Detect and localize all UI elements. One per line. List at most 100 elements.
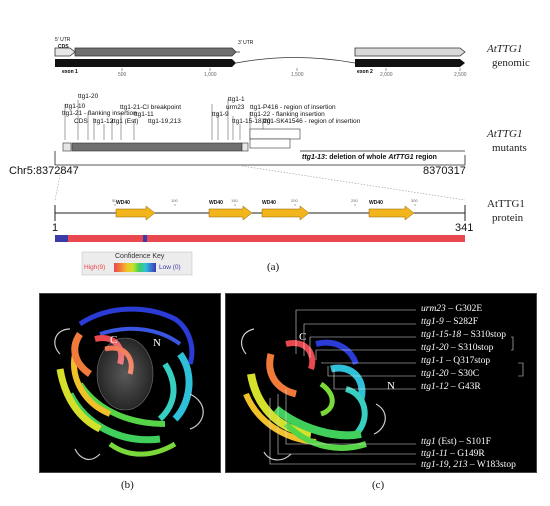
deletion-suffix: region [413, 154, 437, 161]
genomic-tick-1000: 1,000 [204, 72, 217, 78]
protein-tick-250: 250 [351, 198, 358, 203]
mutant-label-ttg1-est: ttg1 (Est) [112, 118, 139, 125]
mutation-effect-3: – S310stop [461, 330, 506, 340]
mutant-label-ttg1-11: ttg1-11 [134, 111, 154, 118]
mutation-effect-5: – Q317stop [443, 356, 491, 366]
caption-a: (a) [267, 261, 280, 273]
mutant-label-ttg1-10: ttg1-10 [65, 103, 86, 110]
mutation-effect-10: – W183stop [467, 460, 516, 470]
mutation-name-3: ttg1-15-18 [421, 330, 462, 340]
exon2-bar [355, 59, 465, 67]
mutant-label-urm23: urm23 [226, 104, 245, 111]
mutant-marker-lines [64, 99, 264, 140]
protein-tick-300: 300 [411, 198, 418, 203]
deletion-text: : deletion of whole [324, 154, 389, 161]
mutation-name-1: urm23 [421, 304, 446, 314]
mutants-gene-name: AtTTG1 [487, 128, 523, 140]
mutation-label-9: ttg1-11 – G149R [421, 449, 485, 459]
mutation-name-4: ttg1-20 [421, 343, 449, 353]
mutant-label-ttg1-9: ttg1-9 [212, 111, 229, 118]
deletion-label: ttg1-13: deletion of whole AtTTG1 region [302, 154, 437, 161]
wd40-domain-2 [208, 205, 253, 221]
mutation-name-5: ttg1-1 [421, 356, 444, 366]
mutation-label-4: ttg1-20 – S310stop [421, 343, 493, 353]
panel-b-protein-render [54, 306, 204, 461]
genomic-gene-sub: genomic [492, 57, 530, 69]
mutation-effect-4: – S310stop [448, 343, 494, 353]
mutation-effect-8: – S101F [456, 437, 491, 447]
mutation-effect-9: – G149R [447, 449, 485, 459]
mutation-effect-2: – S282F [443, 317, 479, 327]
wd40-domain-4 [368, 205, 415, 221]
mutation-name-10: ttg1-19, 213 [421, 460, 468, 470]
mutation-label-5: ttg1-1 – Q317stop [421, 356, 490, 366]
mutation-effect-6: – S30C [448, 369, 480, 379]
mutation-name-9: ttg1-11 [421, 449, 448, 459]
chr-end-label: 8370317 [423, 165, 466, 177]
mutant-label-ttg1-21-ci: ttg1-21-CI breakpoint [120, 104, 182, 111]
protein-gene-name: AtTTG1 [487, 198, 525, 210]
cds-block [74, 47, 237, 57]
mutation-name-7: ttg1-12 [421, 382, 449, 392]
wd40-label-4: WD40 [369, 200, 383, 206]
confidence-high-label: High(9) [84, 264, 106, 271]
protein-tick-100: 100 [171, 198, 178, 203]
caption-b: (b) [121, 479, 134, 491]
mutation-name-8: ttg1 [421, 437, 436, 447]
mutant-label-ttg1-p416: ttg1-P416 - region of insertion [250, 104, 336, 111]
protein-tick-150: 150 [231, 198, 238, 203]
mutation-label-2: ttg1-9 – S282F [421, 317, 478, 327]
mutant-label-ttg1-22: ttg1-22 - flanking insertion [250, 111, 325, 118]
mutant-label-ttg1-12: ttg1-12 [93, 118, 114, 125]
confidence-key-title: Confidence Key [115, 253, 165, 260]
wd40-label-3: WD40 [262, 200, 276, 206]
wd40-label-2: WD40 [209, 200, 223, 206]
wd40-label-1: WD40 [116, 200, 130, 206]
mutation-effect-1: – G302E [445, 304, 483, 314]
mutant-label-ttg1-sk41546: ttg1-SK41546 - region of insertion [263, 118, 361, 125]
panel-b-structure: C N [39, 293, 221, 473]
exon1-bar [55, 59, 236, 67]
panel-b-label-c: C [110, 334, 118, 346]
utr5-label: 5' UTR [55, 37, 71, 43]
panel-b-label-n: N [153, 337, 161, 349]
protein-tick-200: 200 [291, 198, 298, 203]
mutation-label-7: ttg1-12 – G43R [421, 382, 481, 392]
genomic-ticks [121, 68, 461, 71]
protein-end-label: 341 [455, 222, 474, 234]
genomic-tick-500: 500 [118, 72, 127, 78]
mutant-label-ttg1-19-213: ttg1-19,213 [148, 118, 181, 125]
mutation-label-6: ttg1-20 – S30C [421, 369, 479, 379]
mutant-utr3-block [241, 142, 249, 152]
protein-structure [54, 204, 466, 242]
panel-a-diagram [54, 47, 466, 276]
mutant-cds-block [71, 142, 243, 152]
panel-c-protein-render [240, 309, 524, 465]
mutant-structure [54, 99, 466, 166]
mutant-label-ttg1-15-18-20: ttg1-15-18,20 [232, 118, 271, 125]
intron-line [235, 57, 356, 64]
wd40-domain-3 [261, 205, 310, 221]
panel-c-label-n: N [387, 380, 395, 392]
mutation-label-10: ttg1-19, 213 – W183stop [421, 460, 516, 470]
genomic-structure [54, 47, 466, 71]
mutant-label-ttg1-20: ttg1-20 [78, 93, 99, 100]
cds-label: CDS [58, 44, 69, 50]
mutant-label-ttg1-21-flanking: ttg1-21 - flanking insertion [62, 110, 137, 117]
utr5-block [54, 47, 76, 57]
mutation-label-8: ttg1 (Est) – S101F [421, 437, 491, 447]
protein-start-label: 1 [52, 222, 59, 234]
caption-c: (c) [372, 479, 385, 491]
genomic-tick-2000: 2,000 [380, 72, 393, 78]
exon1-label: exon 1 [62, 69, 78, 75]
genomic-tick-1500: 1,500 [291, 72, 304, 78]
mutation-callout-lines [269, 309, 524, 465]
panel-c-label-c: C [299, 331, 307, 343]
exon2-label: exon 2 [357, 69, 373, 75]
confidence-low-label: Low (0) [159, 264, 181, 271]
utr3-label: 3' UTR [238, 40, 254, 46]
protein-gene-sub: protein [492, 212, 524, 224]
wd40-domain-1 [115, 205, 156, 221]
protein-ticks [114, 204, 416, 206]
mutants-gene-sub: mutants [492, 142, 527, 154]
